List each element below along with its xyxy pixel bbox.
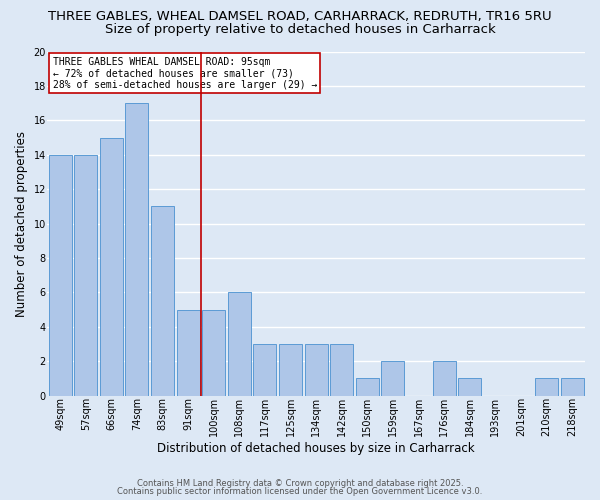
Text: Contains public sector information licensed under the Open Government Licence v3: Contains public sector information licen… — [118, 487, 482, 496]
Bar — [202, 310, 225, 396]
Y-axis label: Number of detached properties: Number of detached properties — [15, 130, 28, 316]
Text: THREE GABLES, WHEAL DAMSEL ROAD, CARHARRACK, REDRUTH, TR16 5RU: THREE GABLES, WHEAL DAMSEL ROAD, CARHARR… — [48, 10, 552, 23]
Bar — [330, 344, 353, 396]
X-axis label: Distribution of detached houses by size in Carharrack: Distribution of detached houses by size … — [157, 442, 475, 455]
Bar — [535, 378, 558, 396]
Bar — [560, 378, 584, 396]
Text: THREE GABLES WHEAL DAMSEL ROAD: 95sqm
← 72% of detached houses are smaller (73)
: THREE GABLES WHEAL DAMSEL ROAD: 95sqm ← … — [53, 56, 317, 90]
Bar — [382, 362, 404, 396]
Bar — [74, 155, 97, 396]
Bar — [305, 344, 328, 396]
Bar — [125, 103, 148, 396]
Bar — [253, 344, 277, 396]
Bar — [228, 292, 251, 396]
Bar — [279, 344, 302, 396]
Text: Contains HM Land Registry data © Crown copyright and database right 2025.: Contains HM Land Registry data © Crown c… — [137, 478, 463, 488]
Bar — [151, 206, 174, 396]
Bar — [49, 155, 71, 396]
Bar — [433, 362, 456, 396]
Bar — [176, 310, 200, 396]
Bar — [458, 378, 481, 396]
Bar — [356, 378, 379, 396]
Bar — [100, 138, 123, 396]
Text: Size of property relative to detached houses in Carharrack: Size of property relative to detached ho… — [104, 22, 496, 36]
